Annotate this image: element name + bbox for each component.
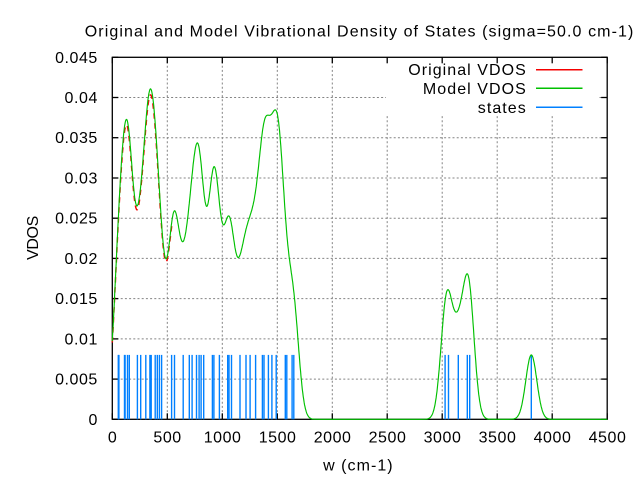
- svg-text:0.04: 0.04: [65, 90, 98, 107]
- svg-text:4000: 4000: [534, 429, 572, 446]
- svg-text:1000: 1000: [204, 429, 242, 446]
- svg-text:2500: 2500: [369, 429, 407, 446]
- svg-text:0.01: 0.01: [65, 331, 98, 348]
- svg-text:Model VDOS: Model VDOS: [423, 81, 527, 98]
- svg-text:Original and Model Vibrational: Original and Model Vibrational Density o…: [85, 24, 635, 41]
- svg-text:states: states: [478, 100, 527, 117]
- svg-text:500: 500: [153, 429, 181, 446]
- svg-text:3500: 3500: [479, 429, 517, 446]
- svg-text:0.005: 0.005: [55, 372, 98, 389]
- svg-text:0.03: 0.03: [65, 171, 98, 188]
- svg-text:0.02: 0.02: [65, 251, 98, 268]
- svg-text:0.015: 0.015: [55, 291, 98, 308]
- svg-text:w (cm-1): w (cm-1): [322, 457, 394, 474]
- svg-text:4500: 4500: [589, 429, 627, 446]
- svg-text:0.035: 0.035: [55, 130, 98, 147]
- svg-text:0: 0: [108, 429, 117, 446]
- svg-text:1500: 1500: [259, 429, 297, 446]
- svg-text:2000: 2000: [314, 429, 352, 446]
- svg-text:0.045: 0.045: [55, 50, 98, 67]
- svg-text:VDOS: VDOS: [25, 216, 42, 260]
- svg-text:3000: 3000: [424, 429, 462, 446]
- svg-text:0.025: 0.025: [55, 211, 98, 228]
- svg-text:Original VDOS: Original VDOS: [408, 62, 527, 79]
- svg-text:0: 0: [88, 412, 97, 429]
